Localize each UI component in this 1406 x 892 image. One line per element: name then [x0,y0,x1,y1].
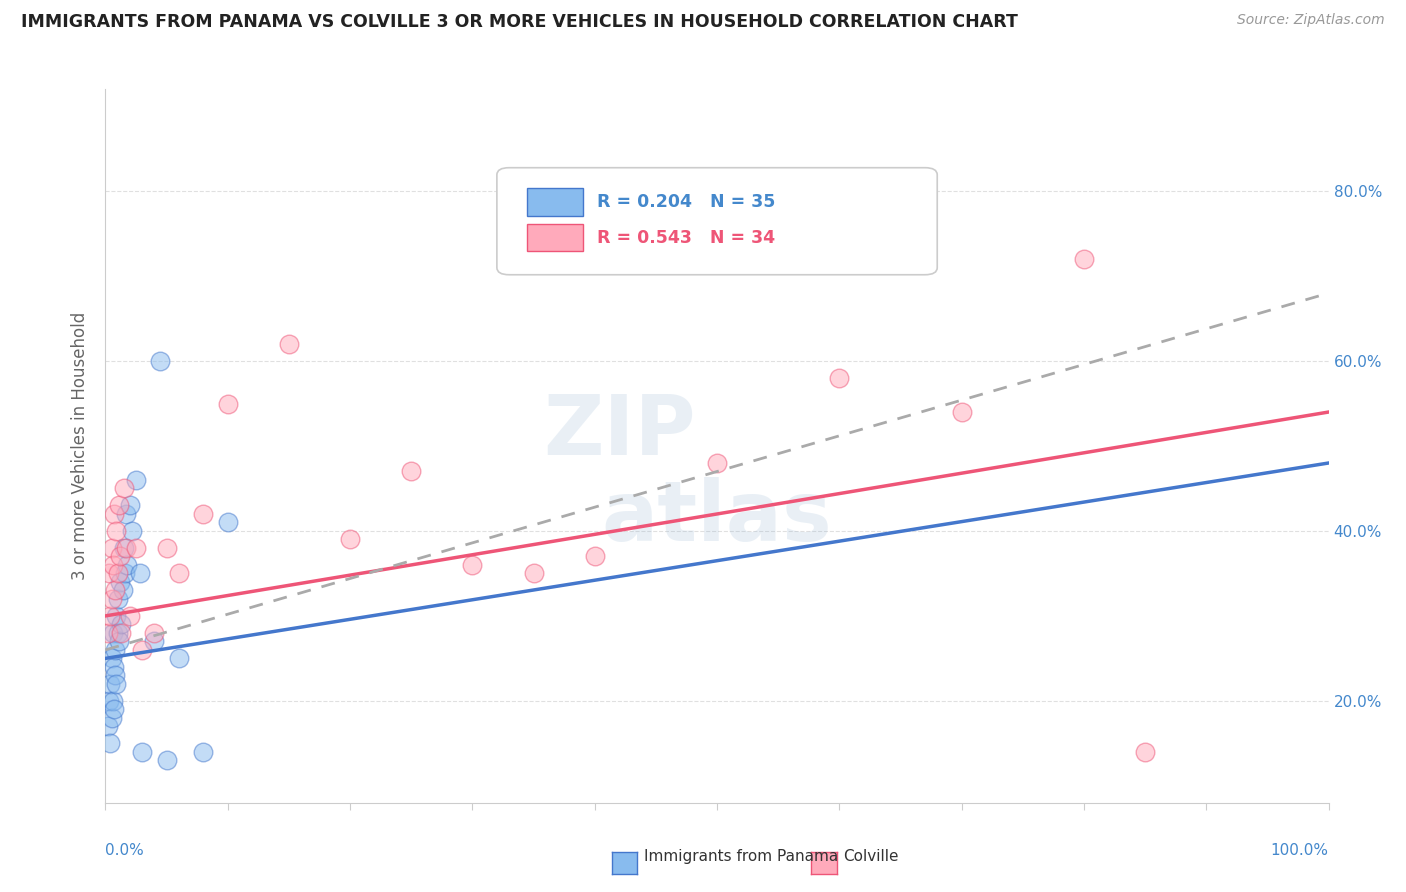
Point [217,516,239,530]
Text: atlas: atlas [602,477,832,558]
Point [105,608,128,623]
Point [118,499,141,513]
Point [105,677,128,691]
Point [950,405,973,419]
Point [110,617,132,632]
Point [522,566,544,581]
Point [98,608,121,623]
Point [112,482,135,496]
Point [339,533,361,547]
Point [104,583,127,598]
Point [112,541,135,555]
Point [101,558,124,572]
Point [193,507,215,521]
Point [278,337,301,351]
Point [104,643,127,657]
Point [107,566,129,581]
Point [118,608,141,623]
Point [101,694,124,708]
Point [1073,252,1095,266]
Point [100,541,122,555]
Point [103,507,125,521]
Text: 100.0%: 100.0% [1271,843,1329,858]
Point [98,677,121,691]
Point [98,566,121,581]
Point [156,541,179,555]
Point [156,753,179,767]
Point [105,524,128,538]
Text: R = 0.204   N = 35: R = 0.204 N = 35 [598,193,776,211]
Point [583,549,606,564]
Point [143,626,166,640]
Text: R = 0.543   N = 34: R = 0.543 N = 34 [598,228,775,246]
Point [108,549,131,564]
Point [103,660,125,674]
Point [461,558,484,572]
Point [108,499,131,513]
Text: Source: ZipAtlas.com: Source: ZipAtlas.com [1237,13,1385,28]
Point [104,668,127,682]
Point [125,473,148,487]
Point [1133,745,1156,759]
Point [828,371,851,385]
Text: 0.0%: 0.0% [105,843,145,858]
Point [111,583,134,598]
Point [401,465,423,479]
Point [100,651,122,665]
Y-axis label: 3 or more Vehicles in Household: 3 or more Vehicles in Household [72,312,90,580]
Point [110,626,132,640]
Point [97,719,120,733]
Point [107,591,129,606]
Point [100,711,122,725]
Point [98,694,121,708]
Point [167,651,190,665]
Text: Colville: Colville [844,849,898,863]
Point [125,541,148,555]
Point [131,745,153,759]
Point [100,591,122,606]
Point [128,566,150,581]
Point [193,745,215,759]
Point [167,566,190,581]
Point [217,396,239,410]
Text: Immigrants from Panama: Immigrants from Panama [644,849,838,863]
Point [103,702,125,716]
FancyBboxPatch shape [496,168,938,275]
Point [131,643,153,657]
Text: IMMIGRANTS FROM PANAMA VS COLVILLE 3 OR MORE VEHICLES IN HOUSEHOLD CORRELATION C: IMMIGRANTS FROM PANAMA VS COLVILLE 3 OR … [21,13,1018,31]
Point [117,558,139,572]
Point [115,541,138,555]
Point [108,574,131,589]
Point [101,626,124,640]
Point [143,634,166,648]
Point [108,634,131,648]
Bar [527,224,582,252]
Text: ZIP: ZIP [543,392,696,472]
Point [114,566,136,581]
Bar [527,188,582,216]
Point [149,354,172,368]
Point [98,736,121,750]
Point [706,456,728,470]
Point [107,626,129,640]
Point [121,524,143,538]
Point [97,626,120,640]
Point [115,507,138,521]
